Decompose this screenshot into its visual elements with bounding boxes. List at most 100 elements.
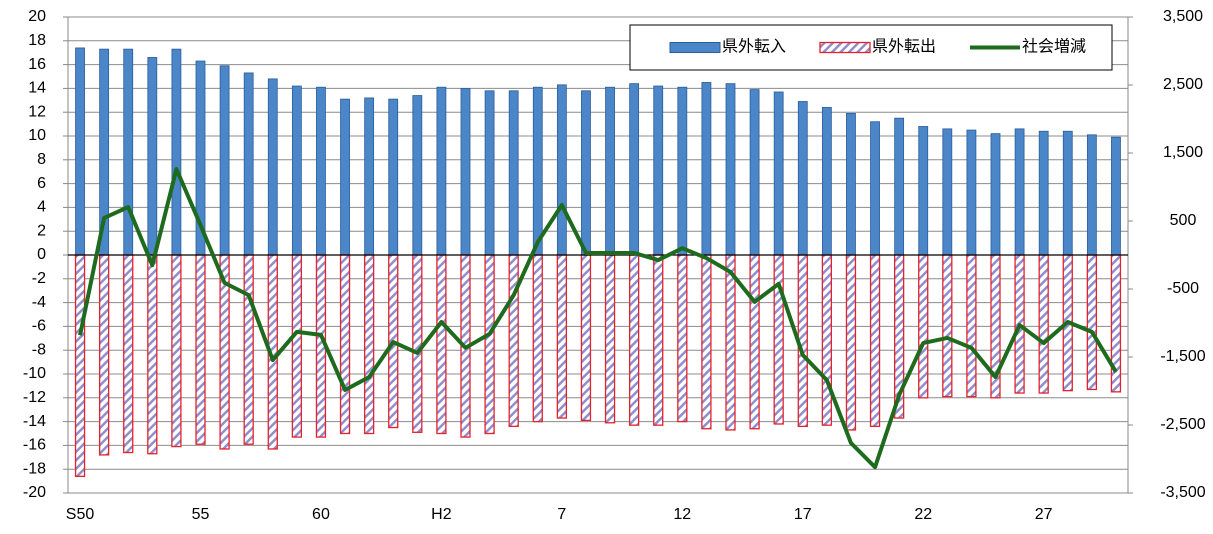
bar — [436, 86, 447, 256]
bar — [701, 254, 712, 430]
x-tick-label: 55 — [192, 506, 210, 523]
bar — [581, 90, 591, 256]
y2-tick-label: 1,500 — [1163, 144, 1203, 161]
bar — [821, 107, 832, 256]
y-tick-label: 12 — [28, 103, 46, 120]
bar — [412, 95, 423, 256]
bar — [628, 254, 640, 426]
bar — [966, 129, 977, 256]
x-tick-label: S50 — [66, 506, 95, 523]
bar — [363, 254, 375, 435]
x-tick-label: H2 — [431, 506, 452, 523]
bar — [364, 97, 375, 256]
bar — [147, 57, 158, 256]
bar — [243, 72, 254, 256]
y2-tick-label: 3,500 — [1163, 8, 1203, 25]
bar — [556, 84, 567, 256]
bar — [243, 254, 254, 445]
legend-swatch — [819, 41, 871, 54]
bar — [677, 86, 688, 256]
line — [78, 166, 1118, 470]
bar — [1111, 136, 1121, 256]
bar — [845, 254, 857, 431]
bar — [388, 98, 399, 256]
y-tick-label: -8 — [32, 341, 46, 358]
bar — [846, 112, 856, 256]
y-tick-label: -16 — [23, 437, 46, 454]
bar — [316, 86, 326, 256]
bar — [605, 86, 615, 256]
y-tick-label: -6 — [32, 318, 46, 335]
bar — [171, 48, 182, 256]
x-tick-label: 12 — [673, 506, 691, 523]
bar — [725, 83, 736, 256]
legend-swatch — [669, 42, 721, 53]
y-tick-label: -18 — [23, 460, 46, 477]
bar — [339, 254, 351, 435]
bar — [98, 254, 110, 456]
bar — [870, 121, 880, 256]
bar — [436, 254, 447, 435]
y-tick-label: 20 — [28, 8, 46, 25]
bar — [580, 254, 592, 422]
y-tick-label: 0 — [37, 246, 46, 263]
bar — [532, 86, 543, 256]
bar — [291, 254, 303, 438]
legend-label: 県外転出 — [872, 38, 936, 56]
bar — [629, 83, 640, 256]
y2-tick-label: -2,500 — [1160, 416, 1205, 433]
x-tick-label: 60 — [312, 506, 330, 523]
bar — [701, 82, 712, 256]
bar — [990, 133, 1001, 256]
bar — [219, 65, 230, 256]
y-tick-label: 4 — [37, 199, 46, 216]
y-tick-label: -10 — [23, 365, 46, 382]
legend-label: 社会増減 — [1022, 38, 1086, 56]
bar — [894, 117, 905, 256]
bar — [749, 254, 760, 430]
bar — [1038, 130, 1049, 256]
bar — [171, 254, 182, 448]
y-tick-label: -4 — [32, 294, 46, 311]
bar — [508, 90, 519, 256]
y-tick-label: -20 — [23, 484, 46, 501]
bar — [821, 254, 833, 426]
bar — [918, 126, 929, 256]
bar — [291, 85, 302, 256]
y2-tick-label: 500 — [1170, 212, 1197, 229]
y-tick-label: 16 — [28, 56, 46, 73]
bar — [1062, 130, 1073, 256]
x-tick-label: 17 — [794, 506, 812, 523]
bar — [725, 254, 736, 431]
y2-tick-label: 2,500 — [1163, 76, 1203, 93]
y2-tick-label: -1,500 — [1160, 348, 1205, 365]
bar — [508, 254, 519, 428]
y-tick-label: 6 — [37, 175, 46, 192]
y-tick-label: -14 — [23, 413, 46, 430]
bar — [1086, 134, 1097, 256]
bar — [749, 89, 760, 256]
y-tick-label: 8 — [37, 151, 46, 168]
bar — [412, 254, 423, 433]
bar — [74, 254, 86, 477]
y2-tick-label: -3,500 — [1160, 484, 1205, 501]
bar — [942, 254, 953, 398]
bar — [340, 98, 350, 256]
bar — [869, 254, 881, 428]
bar — [123, 254, 134, 454]
bar — [484, 90, 495, 256]
legend-label: 県外転入 — [722, 38, 786, 56]
bar — [267, 78, 278, 256]
y-tick-label: 14 — [28, 80, 46, 97]
bar — [195, 254, 206, 445]
y-tick-label: -2 — [32, 270, 46, 287]
bar — [677, 254, 688, 423]
bar — [1014, 128, 1025, 256]
bar — [773, 254, 784, 425]
bar — [75, 47, 85, 256]
x-tick-label: 7 — [557, 506, 566, 523]
y-tick-label: 10 — [28, 127, 46, 144]
bar — [532, 254, 543, 423]
